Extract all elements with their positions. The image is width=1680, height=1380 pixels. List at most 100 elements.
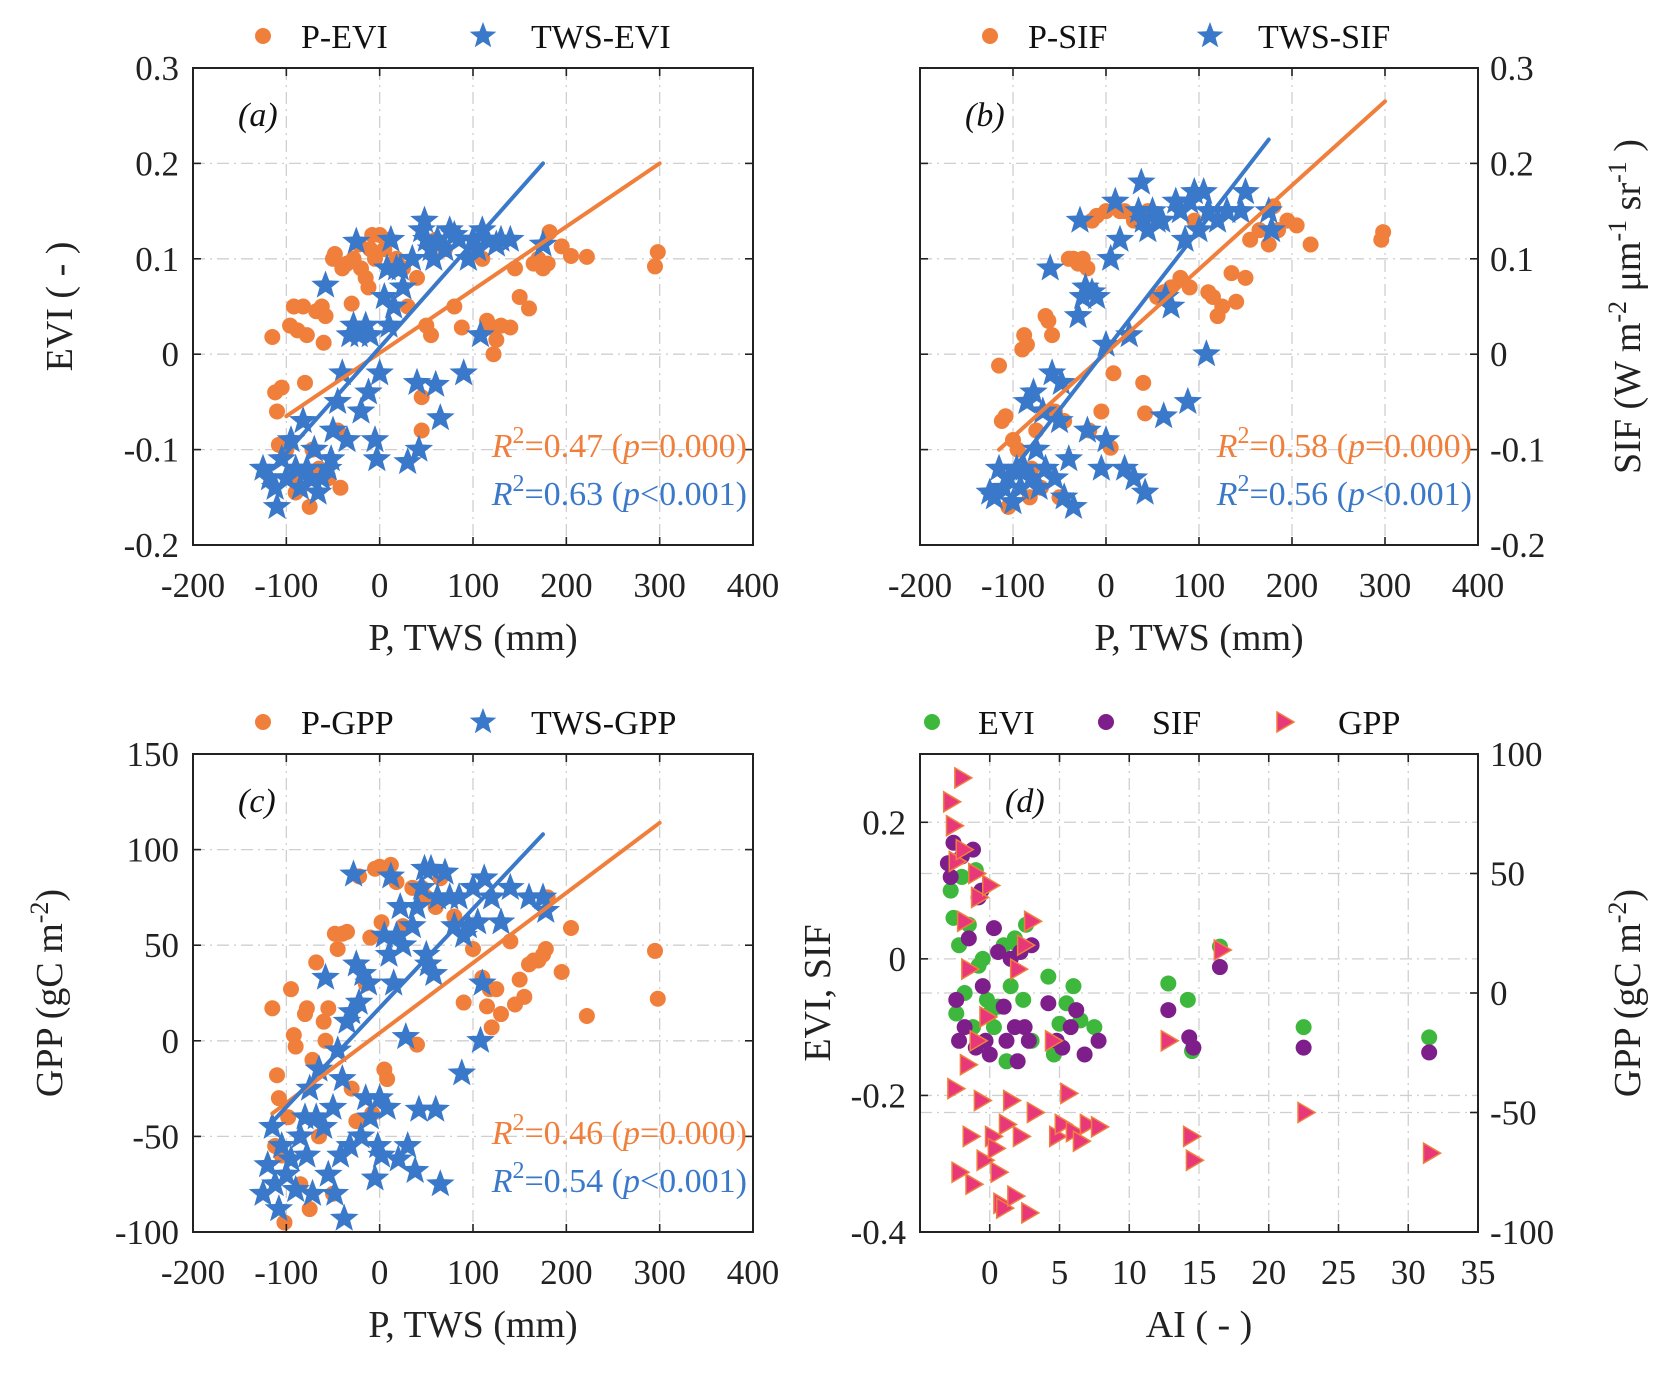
x-axis-label: P, TWS (mm)	[368, 1304, 577, 1346]
data-point	[496, 224, 525, 252]
data-point	[961, 957, 981, 981]
data-point	[979, 1005, 999, 1029]
data-point	[304, 1054, 334, 1082]
data-point	[1375, 224, 1392, 241]
data-point	[1079, 260, 1096, 277]
data-point	[463, 907, 492, 935]
data-point	[264, 1000, 281, 1017]
data-point	[317, 1032, 334, 1049]
data-point	[410, 205, 439, 233]
data-point	[1035, 253, 1065, 281]
data-point	[326, 246, 343, 263]
data-point	[413, 422, 430, 439]
data-point	[1009, 441, 1026, 458]
data-point	[309, 1111, 338, 1139]
data-point	[539, 255, 556, 272]
data-point	[1185, 1039, 1202, 1056]
data-point	[458, 872, 488, 900]
data-point	[463, 234, 492, 262]
data-point	[453, 319, 470, 336]
data-point	[472, 224, 502, 252]
data-point	[649, 990, 666, 1007]
data-point	[402, 892, 432, 920]
x-tick-label: 100	[447, 1253, 500, 1292]
legend-label: GPP	[1338, 705, 1400, 742]
data-point	[1170, 224, 1200, 252]
data-point	[1021, 1201, 1041, 1225]
data-point	[376, 224, 406, 252]
y-tick-label-right: 50	[1490, 855, 1525, 894]
data-point	[969, 1029, 989, 1053]
y-axis-label: SIF (W m-2 μm-1 sr-1 )	[1603, 139, 1649, 474]
data-point	[374, 310, 404, 338]
x-tick-label: 0	[1097, 566, 1115, 605]
data-point	[423, 224, 452, 252]
data-point	[1006, 472, 1035, 500]
data-point	[363, 1131, 393, 1159]
data-point	[270, 1090, 287, 1107]
legend: P-EVI TWS-EVI	[255, 19, 671, 56]
data-point	[440, 219, 469, 248]
x-tick-label: 400	[727, 1253, 780, 1292]
data-point	[553, 963, 570, 980]
data-point	[1228, 293, 1245, 310]
data-point	[1257, 215, 1286, 243]
data-point	[1212, 196, 1242, 224]
r2-annotation-tws: R2=0.56 (p<0.001)	[1216, 471, 1472, 513]
tick-marks	[192, 753, 754, 1233]
data-point	[1147, 205, 1177, 233]
data-point	[1128, 205, 1158, 233]
data-point	[942, 868, 959, 885]
x-tick-label: 400	[1452, 566, 1505, 605]
data-point	[1096, 243, 1125, 271]
series-tws-evi	[248, 205, 558, 519]
data-point	[511, 288, 528, 305]
legend-label: P-SIF	[1028, 19, 1107, 56]
data-point	[419, 243, 449, 271]
data-point	[300, 434, 329, 462]
y-tick-label: 0	[162, 1022, 180, 1061]
data-point	[388, 930, 418, 958]
data-point	[959, 1053, 979, 1077]
data-point	[295, 298, 312, 315]
data-point	[314, 453, 343, 481]
data-point	[1082, 282, 1111, 310]
data-point	[1156, 291, 1186, 319]
data-point	[1192, 339, 1221, 367]
data-point	[1422, 1141, 1443, 1165]
data-point	[308, 954, 325, 971]
data-point	[385, 892, 415, 920]
data-point	[1009, 453, 1039, 481]
data-point	[516, 988, 533, 1005]
data-point	[1049, 482, 1079, 510]
data-point	[1160, 975, 1177, 992]
tick-marks	[920, 753, 1479, 1233]
data-point	[647, 258, 663, 275]
data-point	[1133, 215, 1163, 243]
data-point	[416, 853, 446, 881]
data-point	[1151, 282, 1180, 310]
x-tick-label: 100	[1173, 566, 1226, 605]
panel-label: (d)	[1005, 783, 1045, 820]
x-tick-label: 0	[981, 1253, 999, 1292]
data-point	[468, 215, 497, 243]
data-point	[1063, 301, 1093, 329]
data-point	[342, 226, 371, 254]
data-point	[385, 253, 415, 281]
data-point	[287, 1038, 304, 1055]
data-point	[262, 491, 292, 519]
y-axis-label-right: GPP (gC m-2)	[1603, 889, 1649, 1097]
data-point	[1045, 406, 1074, 434]
data-point	[968, 862, 988, 885]
data-point	[466, 320, 495, 348]
y-tick-label: 0.2	[862, 803, 906, 842]
x-tick-label: 200	[1266, 566, 1319, 605]
x-tick-label: 0	[371, 1253, 389, 1292]
data-point	[985, 1019, 1002, 1036]
data-point	[409, 269, 425, 286]
data-point	[1288, 217, 1305, 234]
r2-annotation-p: R2=0.58 (p=0.000)	[1216, 423, 1472, 465]
data-point	[400, 1155, 430, 1183]
data-point	[320, 1178, 350, 1206]
data-point	[301, 498, 318, 515]
